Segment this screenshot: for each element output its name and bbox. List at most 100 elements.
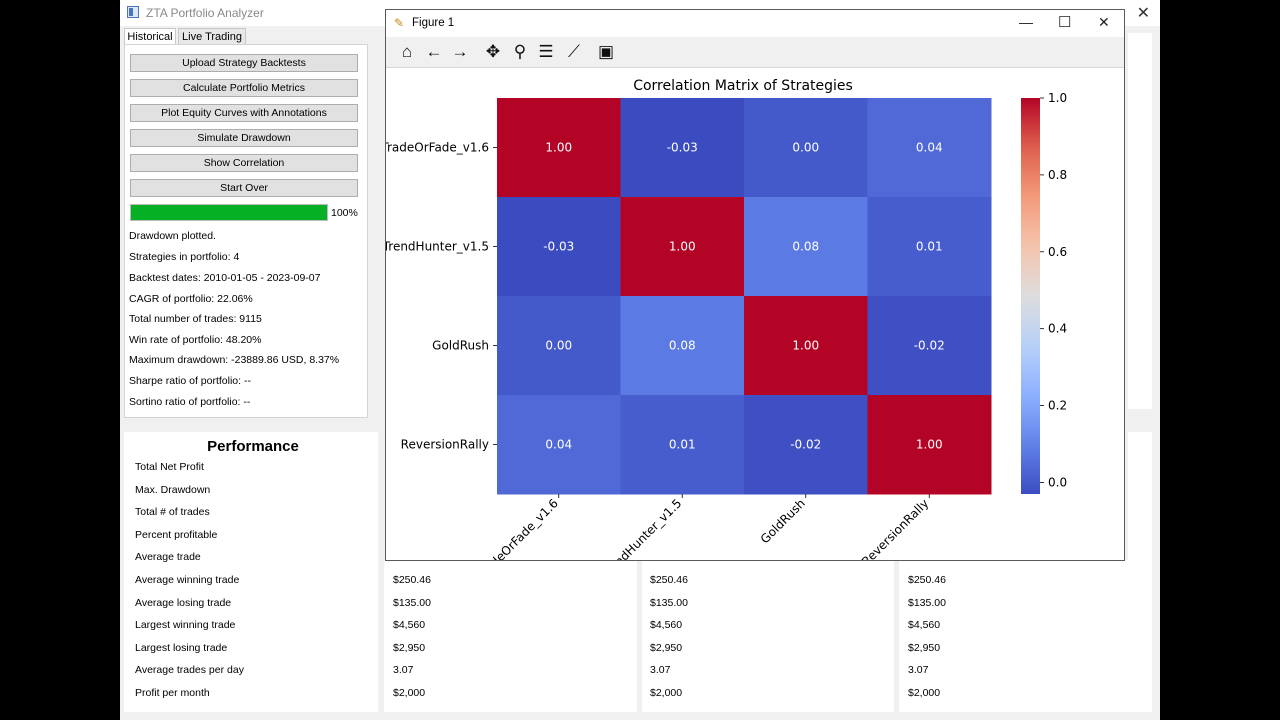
col3-largest-winning: $4,560: [908, 619, 941, 631]
configure-subplots-icon[interactable]: ☰: [538, 42, 554, 61]
col1-largest-losing: $2,950: [393, 642, 426, 654]
col2-trades-per-day: 3.07: [650, 664, 671, 676]
col2-avg-losing: $135.00: [650, 597, 688, 609]
label-total-trades: Total # of trades: [135, 506, 210, 518]
forward-arrow-icon[interactable]: →: [451, 42, 469, 61]
back-arrow-icon[interactable]: ←: [425, 42, 443, 61]
col3-largest-losing: $2,950: [908, 642, 941, 654]
x-tick-label: GoldRush: [758, 496, 808, 546]
zoom-icon[interactable]: ⚲: [513, 42, 527, 61]
minimize-icon[interactable]: —: [1019, 14, 1033, 30]
x-tick-label: TradeOrFade_v1.6: [474, 496, 561, 560]
save-icon[interactable]: ▣: [597, 42, 615, 61]
label-max-drawdown: Max. Drawdown: [135, 484, 211, 496]
label-largest-winning-trade: Largest winning trade: [135, 619, 236, 631]
col2-largest-winning: $4,560: [650, 619, 683, 631]
upload-backtests-button[interactable]: Upload Strategy Backtests: [130, 54, 358, 72]
colorbar-tick-label: 0.4: [1048, 322, 1067, 336]
figure-title-bar: ✎ Figure 1 — ☐ ✕: [386, 10, 1124, 36]
cell-value-label: 0.08: [669, 339, 696, 353]
col2-largest-losing: $2,950: [650, 642, 683, 654]
label-avg-losing-trade: Average losing trade: [135, 597, 232, 609]
y-tick-label: GoldRush: [432, 339, 489, 353]
col1-largest-winning: $4,560: [393, 619, 426, 631]
heatmap-cell: [744, 296, 868, 396]
label-avg-trades-per-day: Average trades per day: [135, 664, 244, 676]
progress-label: 100%: [331, 207, 358, 219]
matplotlib-icon: ✎: [394, 16, 405, 30]
chart-title: Correlation Matrix of Strategies: [633, 78, 853, 94]
progress-fill: [131, 205, 327, 220]
col1-avg-winning: $250.46: [393, 574, 431, 586]
heatmap-cell: [744, 197, 868, 297]
col3-avg-losing: $135.00: [908, 597, 946, 609]
simulate-drawdown-button[interactable]: Simulate Drawdown: [130, 129, 358, 147]
cell-value-label: -0.02: [914, 339, 945, 353]
col3-profit-per-month: $2,000: [908, 687, 941, 699]
progress-bar: [130, 204, 328, 221]
colorbar-tick-label: 0.2: [1048, 399, 1067, 413]
correlation-heatmap: Correlation Matrix of Strategies 1.00 -0.…: [386, 78, 1067, 560]
cell-value-label: 0.04: [545, 438, 572, 452]
info-backtest-dates: Backtest dates: 2010-01-05 - 2023-09-07: [129, 272, 321, 284]
strategy-column-3-top: [1128, 432, 1152, 560]
home-icon[interactable]: ⌂: [401, 42, 413, 61]
heatmap-cell: [620, 197, 745, 297]
col2-profit-per-month: $2,000: [650, 687, 683, 699]
plot-equity-button[interactable]: Plot Equity Curves with Annotations: [130, 104, 358, 122]
col3-trades-per-day: 3.07: [908, 664, 929, 676]
col3-avg-winning: $250.46: [908, 574, 946, 586]
cell-value-label: -0.02: [790, 438, 821, 452]
calculate-metrics-button[interactable]: Calculate Portfolio Metrics: [130, 79, 358, 97]
cell-value-label: 1.00: [545, 141, 572, 155]
start-over-button[interactable]: Start Over: [130, 179, 358, 197]
label-total-net-profit: Total Net Profit: [135, 461, 204, 473]
cell-value-label: 0.01: [669, 438, 696, 452]
label-largest-losing-trade: Largest losing trade: [135, 642, 228, 654]
cell-value-label: -0.03: [543, 240, 574, 254]
colorbar-tick-label: 0.6: [1048, 245, 1067, 259]
close-icon[interactable]: ✕: [1098, 14, 1110, 30]
chart-area-panel: [1128, 33, 1152, 409]
col1-trades-per-day: 3.07: [393, 664, 414, 676]
info-total-trades: Total number of trades: 9115: [129, 313, 262, 325]
y-tick-label: ReversionRally: [401, 438, 489, 452]
show-correlation-button[interactable]: Show Correlation: [130, 154, 358, 172]
maximize-icon[interactable]: ☐: [1058, 14, 1072, 31]
x-tick-label: ReversionRally: [859, 496, 931, 560]
strategy-column-3: [899, 560, 1152, 712]
app-title: ZTA Portfolio Analyzer: [146, 6, 264, 20]
heatmap-cell: [620, 98, 745, 198]
tab-historical[interactable]: Historical: [124, 28, 176, 45]
close-icon[interactable]: ✕: [1136, 5, 1150, 22]
figure-window: ✎ Figure 1 — ☐ ✕ ⌂ ← → ✥ ⚲ ☰ ⟋ ▣ Correla…: [385, 9, 1125, 561]
colorbar: [1021, 98, 1040, 494]
strategy-column-2: [642, 560, 894, 712]
heatmap-cell: [867, 395, 992, 495]
col1-profit-per-month: $2,000: [393, 687, 426, 699]
info-win-rate: Win rate of portfolio: 48.20%: [129, 334, 262, 346]
info-sortino: Sortino ratio of portfolio: --: [129, 396, 251, 408]
heatmap-cell: [620, 296, 745, 396]
heatmap-cell: [620, 395, 745, 495]
performance-labels-panel: [124, 432, 378, 712]
info-strategies: Strategies in portfolio: 4: [129, 251, 240, 263]
cell-value-label: 0.00: [792, 141, 819, 155]
pan-icon[interactable]: ✥: [485, 42, 501, 61]
heatmap-cell: [867, 296, 992, 396]
cell-value-label: 0.04: [916, 141, 943, 155]
edit-axis-icon[interactable]: ⟋: [568, 42, 580, 61]
cell-value-label: -0.03: [667, 141, 698, 155]
cell-value-label: 0.08: [792, 240, 819, 254]
heatmap-cell: [497, 296, 621, 396]
cell-value-label: 1.00: [792, 339, 819, 353]
tab-live-trading[interactable]: Live Trading: [178, 28, 246, 45]
heatmap-cell: [497, 197, 621, 297]
figure-toolbar: ⌂ ← → ✥ ⚲ ☰ ⟋ ▣: [386, 37, 1124, 68]
colorbar-tick-label: 0.0: [1048, 475, 1067, 489]
label-percent-profitable: Percent profitable: [135, 529, 218, 541]
heatmap-cell: [867, 197, 992, 297]
strategy-column-1: [384, 560, 637, 712]
label-avg-winning-trade: Average winning trade: [135, 574, 240, 586]
heatmap-cell: [744, 395, 868, 495]
